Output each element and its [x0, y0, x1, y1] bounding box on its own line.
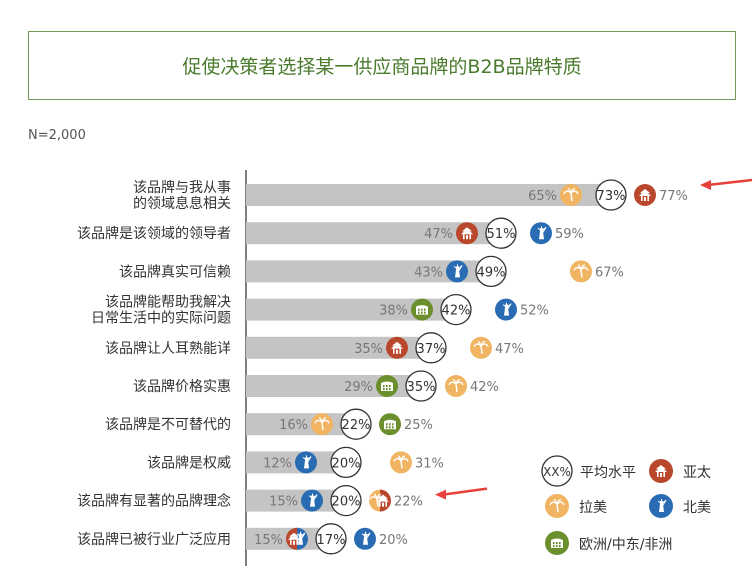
split-region-icon — [369, 489, 391, 512]
legend-palm-tree-icon — [545, 494, 569, 518]
average-bar — [246, 298, 456, 321]
category-label: 该品牌有显著的品牌理念 — [77, 493, 231, 510]
legend-colosseum-icon — [545, 531, 569, 555]
region-value-label: 20% — [379, 533, 408, 548]
region-value-label: 38% — [379, 304, 408, 319]
legend-average-marker — [541, 455, 573, 487]
region-value-label: 12% — [263, 456, 292, 471]
palm-tree-icon — [470, 336, 492, 359]
region-value-label: 22% — [394, 495, 423, 510]
region-value-label: 15% — [269, 495, 298, 510]
region-value-label: 42% — [470, 380, 499, 395]
legend-label-latam: 拉美 — [579, 500, 607, 516]
average-value-label: 35% — [407, 380, 436, 395]
average-value-label: 22% — [342, 418, 371, 433]
legend-label-apac: 亚太 — [683, 465, 711, 481]
average-value-label: 51% — [487, 227, 516, 242]
category-label: 该品牌价格实惠 — [133, 378, 231, 395]
palm-tree-icon — [445, 375, 467, 397]
category-label: 该品牌是权威 — [147, 454, 231, 471]
statue-of-liberty-icon — [354, 527, 376, 550]
pagoda-icon — [634, 184, 656, 206]
average-value-label: 42% — [442, 304, 471, 319]
category-label: 该品牌真实可信赖 — [119, 263, 231, 280]
region-value-label: 47% — [424, 227, 453, 242]
average-marker — [415, 332, 447, 364]
region-value-label: 29% — [344, 380, 373, 395]
average-marker — [475, 255, 507, 288]
colosseum-icon — [379, 413, 401, 436]
legend-pagoda-icon — [649, 459, 673, 483]
average-value-label: 49% — [477, 265, 506, 280]
average-marker — [315, 523, 347, 555]
statue-of-liberty-icon — [295, 451, 317, 474]
region-value-label: 59% — [555, 227, 584, 242]
colosseum-icon — [376, 375, 398, 397]
sample-size: N=2,000 — [28, 128, 86, 143]
statue-of-liberty-icon — [530, 222, 552, 245]
average-bar — [246, 336, 431, 359]
average-value-label: 17% — [317, 533, 346, 548]
average-marker — [330, 446, 362, 479]
legend-statue-of-liberty-icon — [649, 494, 673, 518]
average-marker — [340, 408, 372, 440]
region-value-label: 31% — [415, 456, 444, 471]
average-marker — [330, 484, 362, 517]
average-bar — [246, 260, 491, 283]
average-value-label: 20% — [332, 495, 361, 510]
chart-title-box: 促使决策者选择某一供应商品牌的B2B品牌特质 — [28, 31, 736, 100]
average-value-label: 20% — [332, 456, 361, 471]
average-marker — [440, 293, 472, 326]
palm-tree-icon — [570, 260, 592, 283]
average-marker — [595, 179, 627, 211]
statue-of-liberty-icon — [301, 489, 323, 512]
average-bar — [246, 184, 611, 206]
average-value-label: 37% — [417, 342, 446, 357]
average-marker — [405, 370, 437, 402]
category-label: 该品牌能帮助我解决日常生活中的实际问题 — [91, 294, 231, 327]
region-value-label: 16% — [279, 418, 308, 433]
region-value-label: 43% — [414, 265, 443, 280]
category-label: 该品牌已被行业广泛应用 — [77, 531, 231, 548]
palm-tree-icon — [311, 413, 333, 436]
region-value-label: 77% — [659, 189, 688, 204]
chart-title: 促使决策者选择某一供应商品牌的B2B品牌特质 — [182, 56, 582, 78]
pagoda-icon — [386, 336, 408, 359]
region-value-label: 65% — [528, 189, 557, 204]
region-value-label: 52% — [520, 304, 549, 319]
average-value-label: 73% — [597, 189, 626, 204]
average-bar — [246, 222, 501, 245]
category-label: 该品牌与我从事的领域息息相关 — [133, 179, 231, 212]
region-value-label: 35% — [354, 342, 383, 357]
average-marker — [485, 217, 517, 249]
highlight-arrow — [435, 487, 488, 500]
split-region-icon — [286, 527, 308, 550]
category-label: 该品牌让人耳熟能详 — [105, 340, 231, 357]
region-value-label: 25% — [404, 418, 433, 433]
statue-of-liberty-icon — [446, 260, 468, 283]
region-value-label: 67% — [595, 265, 624, 280]
statue-of-liberty-icon — [495, 298, 517, 321]
legend-average-symbol: XX% — [543, 465, 571, 479]
palm-tree-icon — [390, 451, 412, 474]
category-label: 该品牌是该领域的领导者 — [77, 225, 231, 242]
legend-label-na: 北美 — [683, 500, 711, 516]
highlight-arrow — [700, 178, 753, 190]
legend-label-average: 平均水平 — [580, 465, 636, 481]
region-value-label: 47% — [495, 342, 524, 357]
colosseum-icon — [411, 298, 433, 321]
legend-label-emea: 欧洲/中东/非洲 — [579, 537, 672, 553]
average-bar — [246, 375, 421, 397]
pagoda-icon — [456, 222, 478, 245]
category-label: 该品牌是不可替代的 — [105, 416, 231, 433]
palm-tree-icon — [560, 184, 582, 206]
region-value-label: 15% — [254, 533, 283, 548]
